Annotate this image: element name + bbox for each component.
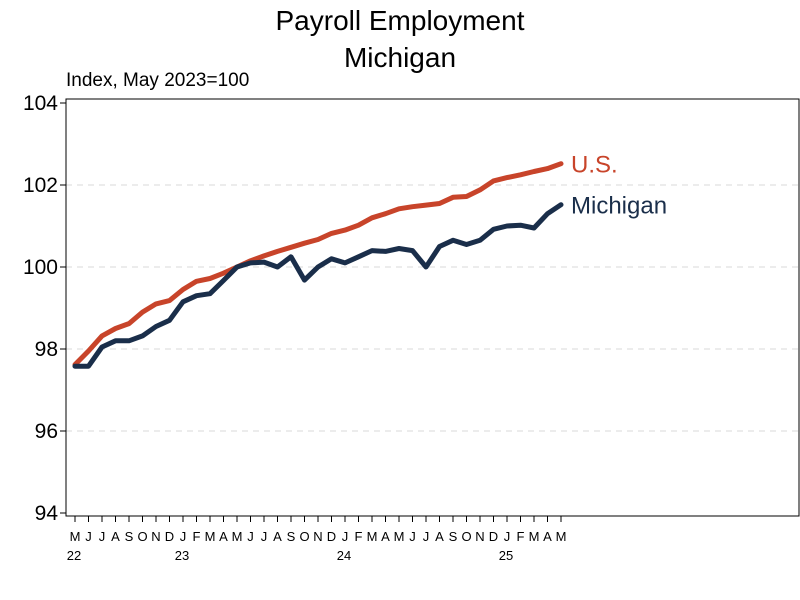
y-tick-label: 96 — [35, 420, 58, 443]
x-tick-label: D — [327, 529, 336, 544]
x-tick-label: J — [342, 529, 349, 544]
x-tick-label: D — [165, 529, 174, 544]
x-tick-label: A — [543, 529, 552, 544]
x-tick-label: M — [205, 529, 216, 544]
x-tick-label: J — [247, 529, 254, 544]
x-tick-label: A — [435, 529, 444, 544]
x-axis: M J J A S O N D J F M A M J J A S O N D J F M A M J J A S O N D J F M A M22 2… — [67, 516, 567, 563]
y-tick-label: 94 — [35, 502, 59, 525]
y-tick-label: 100 — [23, 256, 58, 279]
x-year-label: 25 — [499, 548, 513, 563]
x-tick-label: M — [556, 529, 567, 544]
series-labels: U.S. Michigan — [571, 152, 667, 220]
series-label-michigan: Michigan — [571, 193, 667, 220]
y-axis-label: Index, May 2023=100 — [66, 70, 249, 91]
x-year-label: 22 — [67, 548, 81, 563]
x-tick-label: A — [219, 529, 228, 544]
x-tick-label: O — [299, 529, 309, 544]
x-tick-label: A — [273, 529, 282, 544]
series-line-u-s — [72, 161, 564, 368]
x-tick-label: M — [394, 529, 405, 544]
x-tick-label: J — [261, 529, 268, 544]
series-lines — [72, 161, 564, 369]
x-tick-label: N — [151, 529, 160, 544]
x-year-label: 23 — [175, 548, 189, 563]
x-tick-label: S — [125, 529, 134, 544]
grid-lines — [66, 184, 799, 432]
x-tick-label: M — [529, 529, 540, 544]
x-tick-label: F — [355, 529, 363, 544]
series-line-michigan — [72, 202, 564, 369]
y-axis: 94 96 98 100 102 104 — [23, 92, 66, 525]
x-tick-label: J — [423, 529, 430, 544]
chart-title: Payroll Employment — [276, 5, 525, 36]
x-tick-label: A — [111, 529, 120, 544]
x-tick-label: S — [287, 529, 296, 544]
y-tick-label: 104 — [23, 92, 58, 115]
x-tick-label: M — [367, 529, 378, 544]
series-label-u-s: U.S. — [571, 152, 618, 179]
x-tick-label: M — [70, 529, 81, 544]
x-tick-label: O — [137, 529, 147, 544]
x-tick-label: S — [449, 529, 458, 544]
y-tick-label: 102 — [23, 174, 58, 197]
x-tick-label: F — [517, 529, 525, 544]
x-tick-label: J — [409, 529, 416, 544]
x-tick-label: N — [475, 529, 484, 544]
x-tick-label: D — [489, 529, 498, 544]
chart-subtitle: Michigan — [344, 42, 456, 73]
x-tick-label: N — [313, 529, 322, 544]
x-tick-label: A — [381, 529, 390, 544]
x-tick-label: F — [193, 529, 201, 544]
x-tick-label: J — [99, 529, 106, 544]
plot-area-frame — [65, 98, 800, 517]
x-tick-label: J — [85, 529, 92, 544]
x-year-label: 24 — [337, 548, 351, 563]
y-tick-label: 98 — [35, 338, 58, 361]
x-tick-label: M — [232, 529, 243, 544]
x-tick-label: J — [504, 529, 511, 544]
x-tick-label: O — [461, 529, 471, 544]
x-tick-label: J — [180, 529, 187, 544]
